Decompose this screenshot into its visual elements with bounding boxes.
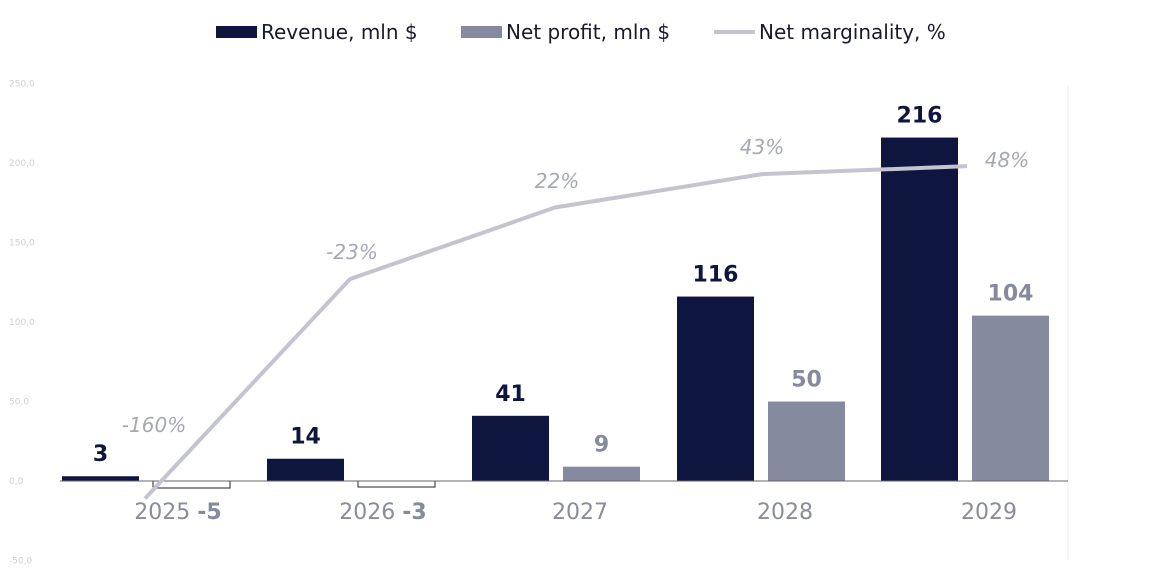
- profit-value-label: 50: [791, 368, 822, 393]
- margin-line-layer: [143, 164, 968, 500]
- legend-label-1: Revenue, mln $: [261, 20, 418, 44]
- revenue-value-label: 3: [93, 442, 108, 467]
- margin-value-label: -23%: [326, 240, 378, 264]
- y-tick-label: 0,0: [9, 477, 24, 487]
- legend-label-2: Net profit, mln $: [506, 20, 670, 44]
- y-axis: -50,0 0,0 50,0 100,0 150,0 200,0 250,0: [9, 80, 35, 567]
- revenue-bar: [267, 458, 344, 481]
- x-tick-label-group: 2025 -5: [134, 500, 221, 525]
- y-tick-label: -50,0: [9, 557, 33, 567]
- profit-bar-negative: [357, 480, 436, 488]
- y-tick-label: 100,0: [9, 318, 35, 328]
- data-labels: 3 14 41 9 116 50 216 104 -160% -23% 22% 43% 48%: [93, 104, 1034, 468]
- revenue-value-label: 41: [495, 382, 526, 407]
- x-tick-label-group: 2026 -3: [339, 500, 426, 525]
- x-axis: 2025 -5 2026 -3 2027 2028 2029: [134, 500, 1017, 525]
- profit-bar-negative: [152, 480, 231, 489]
- margin-value-label: 43%: [740, 135, 784, 159]
- profit-value-label: 9: [594, 433, 609, 458]
- revenue-bar: [881, 137, 958, 481]
- profit-bar: [768, 401, 845, 481]
- revenue-bar: [677, 296, 754, 481]
- margin-value-label: -160%: [122, 413, 186, 437]
- profit-value-label: 104: [988, 282, 1034, 307]
- revenue-bar: [62, 476, 139, 481]
- legend-swatch-1: [216, 26, 257, 38]
- y-tick-label: 200,0: [9, 159, 35, 169]
- net-marginality-line: [143, 164, 968, 500]
- bars: [62, 137, 1049, 489]
- revenue-value-label: 116: [693, 263, 739, 288]
- revenue-value-label: 14: [290, 425, 321, 450]
- x-tick-label: 2027: [552, 500, 608, 525]
- legend: Revenue, mln $ Net profit, mln $ Net margi…: [216, 20, 946, 44]
- revenue-bar: [472, 415, 549, 481]
- legend-label-3: Net marginality, %: [759, 20, 946, 44]
- profit-bar: [563, 466, 640, 481]
- legend-swatch-2: [461, 26, 502, 38]
- x-tick-label: 2025: [134, 500, 197, 525]
- x-tick-label: 2028: [757, 500, 813, 525]
- profit-value-label: -3: [402, 500, 426, 525]
- revenue-value-label: 216: [897, 104, 943, 129]
- margin-value-label: 48%: [985, 148, 1029, 172]
- x-tick-label: 2026: [339, 500, 402, 525]
- y-tick-label: 150,0: [9, 239, 35, 249]
- profit-value-label: -5: [197, 500, 221, 525]
- y-tick-label: 50,0: [9, 398, 29, 408]
- x-tick-label: 2029: [961, 500, 1017, 525]
- profit-bar: [972, 315, 1049, 481]
- y-tick-label: 250,0: [9, 80, 35, 90]
- margin-value-label: 22%: [535, 169, 579, 193]
